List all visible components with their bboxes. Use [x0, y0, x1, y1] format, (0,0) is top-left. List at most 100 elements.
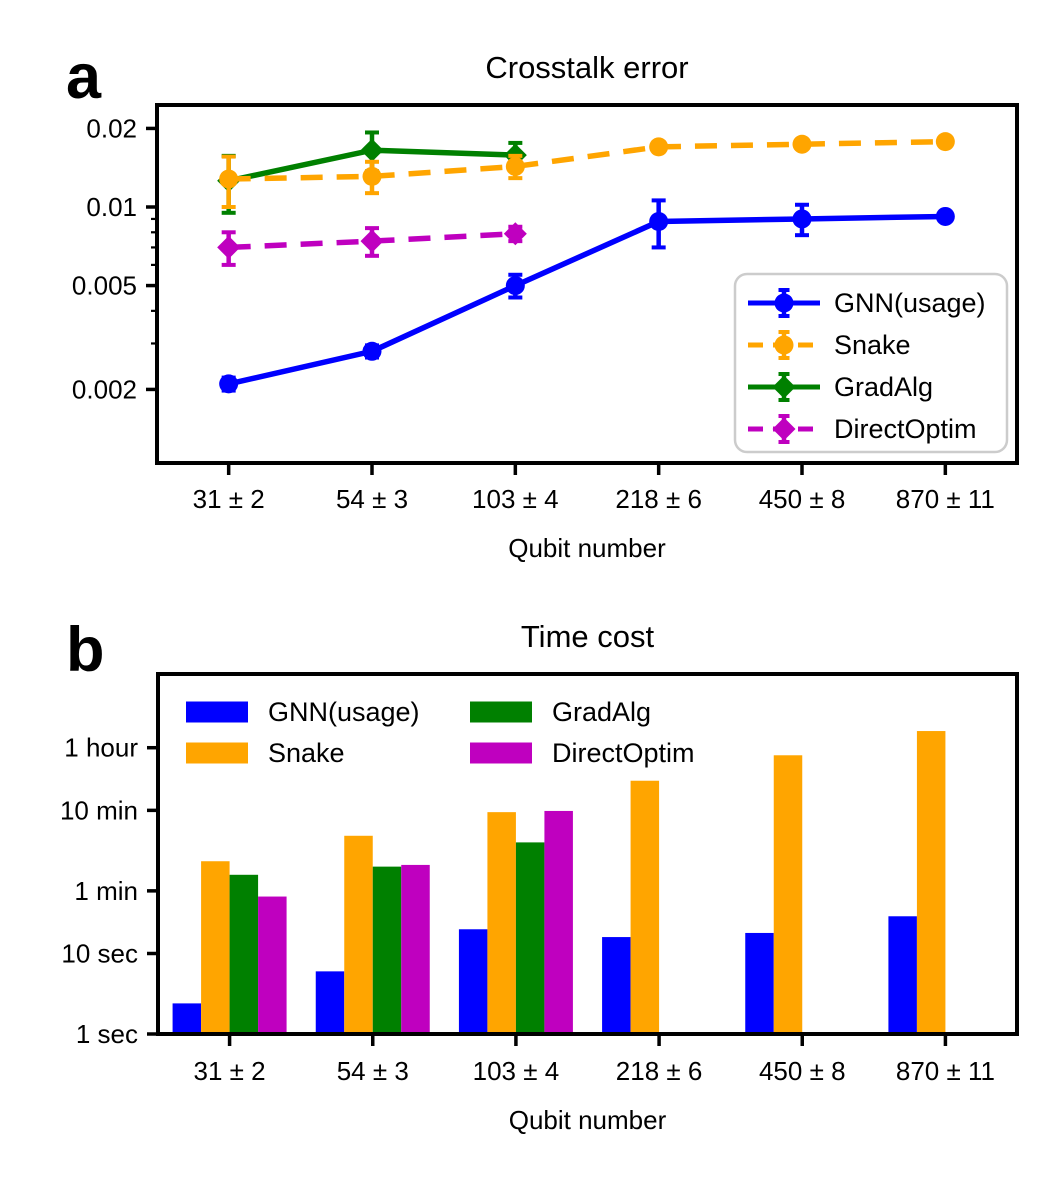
- series-marker: [935, 206, 955, 226]
- series-marker: [649, 137, 669, 157]
- panel-b-x-tick-label: 450 ± 8: [759, 1056, 846, 1086]
- legend-label: GNN(usage): [268, 697, 420, 727]
- series-marker: [505, 156, 525, 176]
- series-marker: [774, 293, 794, 313]
- panel-b-x-tick-label: 31 ± 2: [194, 1056, 266, 1086]
- panel-b-y-tick-label: 1 hour: [64, 733, 138, 763]
- series-line: [228, 213, 946, 387]
- panel-b-y-tick-label: 10 min: [60, 795, 138, 825]
- panel-a-series-gnn-usage: [219, 198, 955, 394]
- legend-label: GradAlg: [834, 372, 933, 402]
- panel-a-x-tick-label: 103 ± 4: [472, 484, 559, 514]
- bar-snake-54-3: [344, 835, 373, 1034]
- panel-a-series-snake: [219, 132, 955, 209]
- panel-b-legend-item-snake: Snake: [186, 738, 345, 768]
- bar-gradalg-103-4: [515, 842, 545, 1034]
- panel-b-legend-item-gradalg: GradAlg: [470, 697, 651, 727]
- series-marker: [503, 222, 527, 246]
- panel-b-plot-border: [156, 672, 1019, 1036]
- bar-directoptim-31-2: [258, 896, 287, 1034]
- panel-a-legend-item-directoptim: DirectOptim: [748, 414, 977, 444]
- panel-b-series-gnn-usage: [172, 916, 917, 1034]
- legend-label: GNN(usage): [834, 288, 986, 318]
- legend-label: DirectOptim: [552, 738, 695, 768]
- series-marker: [217, 235, 241, 259]
- legend-swatch: [186, 742, 248, 764]
- bar-gnn-usage-31-2: [172, 1003, 202, 1034]
- panel-b-series-directoptim: [258, 810, 573, 1034]
- panel-b-letter: b: [66, 615, 105, 685]
- panel-a-x-tick-label: 450 ± 8: [759, 484, 846, 514]
- series-marker: [362, 341, 382, 361]
- legend-swatch: [470, 701, 532, 723]
- series-marker: [360, 138, 384, 162]
- series-marker: [792, 209, 812, 229]
- panel-a-legend-box: [733, 272, 1009, 454]
- panel-a-title: Crosstalk error: [485, 50, 689, 85]
- panel-b-y-tick-label: 1 sec: [76, 1019, 138, 1049]
- series-marker: [772, 417, 796, 441]
- series-marker: [792, 134, 812, 154]
- panel-a-y-tick-label: 0.002: [72, 374, 137, 404]
- panel-a-x-tick-label: 54 ± 3: [336, 484, 408, 514]
- bar-snake-103-4: [487, 812, 516, 1034]
- series-marker: [219, 374, 239, 394]
- panel-b-y-tick-label: 1 min: [74, 876, 138, 906]
- legend-swatch: [186, 701, 248, 723]
- panel-a-legend-item-gradalg: GradAlg: [748, 372, 933, 402]
- panel-b-y-tick-label: 10 sec: [61, 939, 138, 969]
- panel-b-x-tick-label: 218 ± 6: [616, 1056, 703, 1086]
- panel-a-series-directoptim: [217, 222, 527, 267]
- series-marker: [505, 276, 525, 296]
- panel-a-x-tick-label: 870 ± 11: [896, 484, 995, 514]
- panel-b-x-tick-label: 870 ± 11: [896, 1056, 995, 1086]
- bar-gradalg-54-3: [372, 866, 402, 1034]
- panel-b-time-cost: 1 hour 10 min 1 min 10 sec 1 sec 31 ± 2 54 ± 3…: [60, 672, 1019, 1086]
- series-line: [228, 230, 516, 251]
- bar-gnn-usage-103-4: [458, 929, 488, 1034]
- panel-a-xaxis-title: Qubit number: [508, 533, 666, 563]
- panel-a-crosstalk-error: 0.02 0.01 0.005 0.002 31 ± 2 54 ± 3 103 ± 4 218…: [72, 103, 1019, 514]
- series-marker: [219, 169, 239, 189]
- panel-b-x-tick-label: 54 ± 3: [337, 1056, 409, 1086]
- legend-label: DirectOptim: [834, 414, 977, 444]
- bar-gnn-usage-450-8: [745, 932, 774, 1034]
- series-marker: [362, 166, 382, 186]
- series-marker: [649, 211, 669, 231]
- bar-gnn-usage-54-3: [315, 971, 345, 1034]
- panel-a-x-tick-label: 31 ± 2: [193, 484, 265, 514]
- bar-gradalg-31-2: [229, 874, 259, 1034]
- panel-b-xaxis-title: Qubit number: [508, 1105, 667, 1135]
- bar-gnn-usage-870-11: [888, 916, 917, 1034]
- bar-directoptim-103-4: [544, 810, 573, 1034]
- legend-label: GradAlg: [552, 697, 651, 727]
- bar-snake-870-11: [916, 731, 946, 1034]
- panel-b-series-snake: [201, 731, 946, 1034]
- panel-b-x-tick-label: 103 ± 4: [473, 1056, 560, 1086]
- series-marker: [360, 229, 384, 253]
- panel-b-series-gradalg: [229, 842, 545, 1034]
- panel-a-legend-item-gnn-usage: GNN(usage): [748, 288, 986, 318]
- bar-snake-450-8: [773, 755, 803, 1034]
- bar-gnn-usage-218-6: [602, 937, 631, 1034]
- panel-a-y-tick-label: 0.02: [86, 113, 137, 143]
- series-marker: [935, 132, 955, 152]
- panel-a-legend-item-snake: Snake: [748, 330, 911, 360]
- series-marker: [772, 375, 796, 399]
- bar-directoptim-54-3: [401, 864, 430, 1034]
- panel-a-y-tick-label: 0.01: [86, 192, 137, 222]
- legend-swatch: [470, 742, 532, 764]
- series-line: [228, 138, 946, 182]
- legend-label: Snake: [834, 330, 911, 360]
- bar-snake-31-2: [201, 861, 230, 1034]
- panel-b-legend-item-gnn-usage: GNN(usage): [186, 697, 420, 727]
- legend-label: Snake: [268, 738, 345, 768]
- panel-a-letter: a: [66, 42, 102, 112]
- panel-b-legend-item-directoptim: DirectOptim: [470, 738, 695, 768]
- panel-a-y-tick-label: 0.005: [72, 271, 137, 301]
- series-marker: [774, 335, 794, 355]
- panel-a-x-tick-label: 218 ± 6: [615, 484, 702, 514]
- bar-snake-218-6: [630, 780, 660, 1034]
